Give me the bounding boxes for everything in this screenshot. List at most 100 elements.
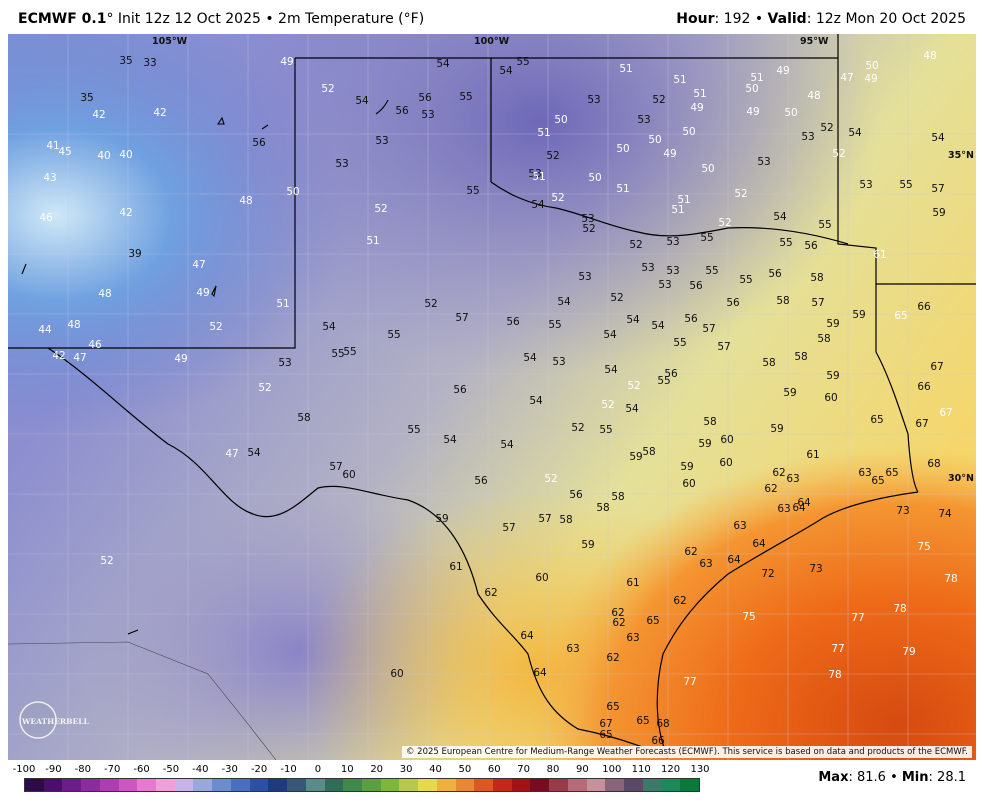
temperature-label: 55 (705, 265, 718, 277)
temperature-label: 56 (726, 297, 740, 309)
temperature-label: 52 (209, 321, 222, 333)
temperature-label: 50 (588, 172, 601, 184)
temperature-label: 52 (424, 298, 437, 310)
temperature-label: 56 (689, 280, 703, 292)
temperature-label: 57 (455, 312, 468, 324)
scale-color-step (118, 779, 138, 791)
temperature-label: 64 (520, 630, 534, 642)
temperature-label: 73 (809, 563, 822, 575)
lon-100w-label: 100°W (474, 36, 510, 47)
scale-color-step (511, 779, 531, 791)
scale-color-step (642, 779, 662, 791)
map-canvas[interactable]: 105°W 100°W 95°W 35°N 30°N 35 33 49 5454555… (8, 34, 976, 760)
temperature-label: 57 (931, 183, 944, 195)
scale-color-step (230, 779, 250, 791)
temperature-label: 51 (276, 298, 289, 310)
copyright-notice: © 2025 European Centre for Medium-Range … (401, 746, 972, 758)
nm-tx-border (8, 58, 296, 349)
temperature-label: 49 (690, 102, 703, 114)
temperature-map[interactable]: 105°W 100°W 95°W 35°N 30°N 35 33 49 54 54 55 5… (8, 34, 976, 760)
scale-label: -90 (45, 764, 62, 775)
scale-color-step (305, 779, 325, 791)
scale-color-step (81, 779, 100, 791)
temperature-label: 64 (792, 502, 806, 514)
temperature-label: 59 (783, 387, 796, 399)
temperature-label: 56 (804, 240, 818, 252)
temperature-label: 62 (612, 617, 625, 629)
temperature-label: 60 (390, 668, 403, 680)
state-borders (8, 34, 976, 760)
temperature-label: 49 (776, 65, 789, 77)
temperature-label: 52 (734, 188, 747, 200)
temperature-label: 59 (680, 461, 693, 473)
scale-label: 80 (546, 764, 560, 775)
scale-color-step (174, 779, 194, 791)
temperature-label: 56 (418, 92, 432, 104)
temperature-label: 51 (673, 74, 686, 86)
scale-label: -10 (280, 764, 297, 775)
temperature-label: 68 (927, 458, 940, 470)
scale-color-step (586, 779, 606, 791)
temperature-label: 53 (375, 135, 388, 147)
temperature-label: 66 (651, 735, 665, 747)
min-value: : 28.1 (928, 770, 966, 785)
temperature-label: 52 (652, 94, 665, 106)
temperature-label: 48 (923, 50, 936, 62)
temperature-label: 65 (885, 467, 898, 479)
scale-color-step (624, 779, 643, 791)
temperature-label: 54 (557, 296, 571, 308)
temperature-label: 58 (776, 295, 789, 307)
temperature-label: 54 (651, 320, 665, 332)
temperature-label: 50 (745, 83, 758, 95)
temperature-label: 57 (329, 461, 342, 473)
temperature-label: 52 (582, 223, 595, 235)
temperature-label: 59 (435, 513, 448, 525)
temperature-label: 52 (321, 83, 334, 95)
temperature-label: 66 (917, 381, 931, 393)
temperature-label: 55 (779, 237, 792, 249)
lake-shapes (21, 99, 389, 635)
temperature-label: 57 (811, 297, 824, 309)
temperature-label: 63 (733, 520, 746, 532)
temperature-label: 51 (671, 204, 684, 216)
temperature-label: 62 (772, 467, 785, 479)
temperature-label: 52 (374, 203, 387, 215)
temperature-label: 48 (807, 90, 820, 102)
temperature-label: 58 (596, 502, 609, 514)
temperature-label: 52 (601, 399, 614, 411)
temperature-label: 58 (642, 446, 655, 458)
temperature-label: 54 (523, 352, 537, 364)
map-title: ECMWF 0.1° Init 12z 12 Oct 2025 • 2m Tem… (18, 11, 424, 27)
temperature-label: 54 (626, 314, 640, 326)
scale-color-step (156, 779, 175, 791)
scale-color-step (268, 779, 288, 791)
rio-grande-border (47, 347, 669, 759)
scale-label: 120 (661, 764, 681, 775)
temperature-label: 49 (280, 56, 293, 68)
lon-95w-label: 95°W (800, 36, 829, 47)
scale-label: 100 (602, 764, 622, 775)
temperature-label: 61 (626, 577, 639, 589)
temperature-label: 52 (629, 239, 642, 251)
scale-label: 90 (576, 764, 589, 775)
model-name: ECMWF 0.1 (18, 11, 107, 27)
temperature-label: 47 (73, 352, 86, 364)
temperature-label: 54 (443, 434, 457, 446)
temperature-label: 52 (718, 217, 731, 229)
scale-label: -20 (250, 764, 268, 775)
temperature-label: 72 (761, 568, 774, 580)
temperature-label: 49 (196, 287, 209, 299)
temperature-label: 53 (801, 131, 814, 143)
init-description: ° Init 12z 12 Oct 2025 • 2m Temperature … (106, 11, 425, 27)
temperature-label: 52 (100, 555, 113, 567)
gulf-warm-area (8, 34, 976, 760)
temperature-label: 51 (616, 183, 629, 195)
temperature-label: 53 (658, 279, 671, 291)
temperature-label: 79 (902, 646, 915, 658)
temperature-label: 53 (641, 262, 654, 274)
temperature-label: 60 (342, 469, 355, 481)
min-label: Min (901, 770, 929, 785)
temperature-label: 54 (247, 447, 261, 459)
temperature-label: 48 (67, 319, 80, 331)
temperature-label: 64 (533, 667, 547, 679)
